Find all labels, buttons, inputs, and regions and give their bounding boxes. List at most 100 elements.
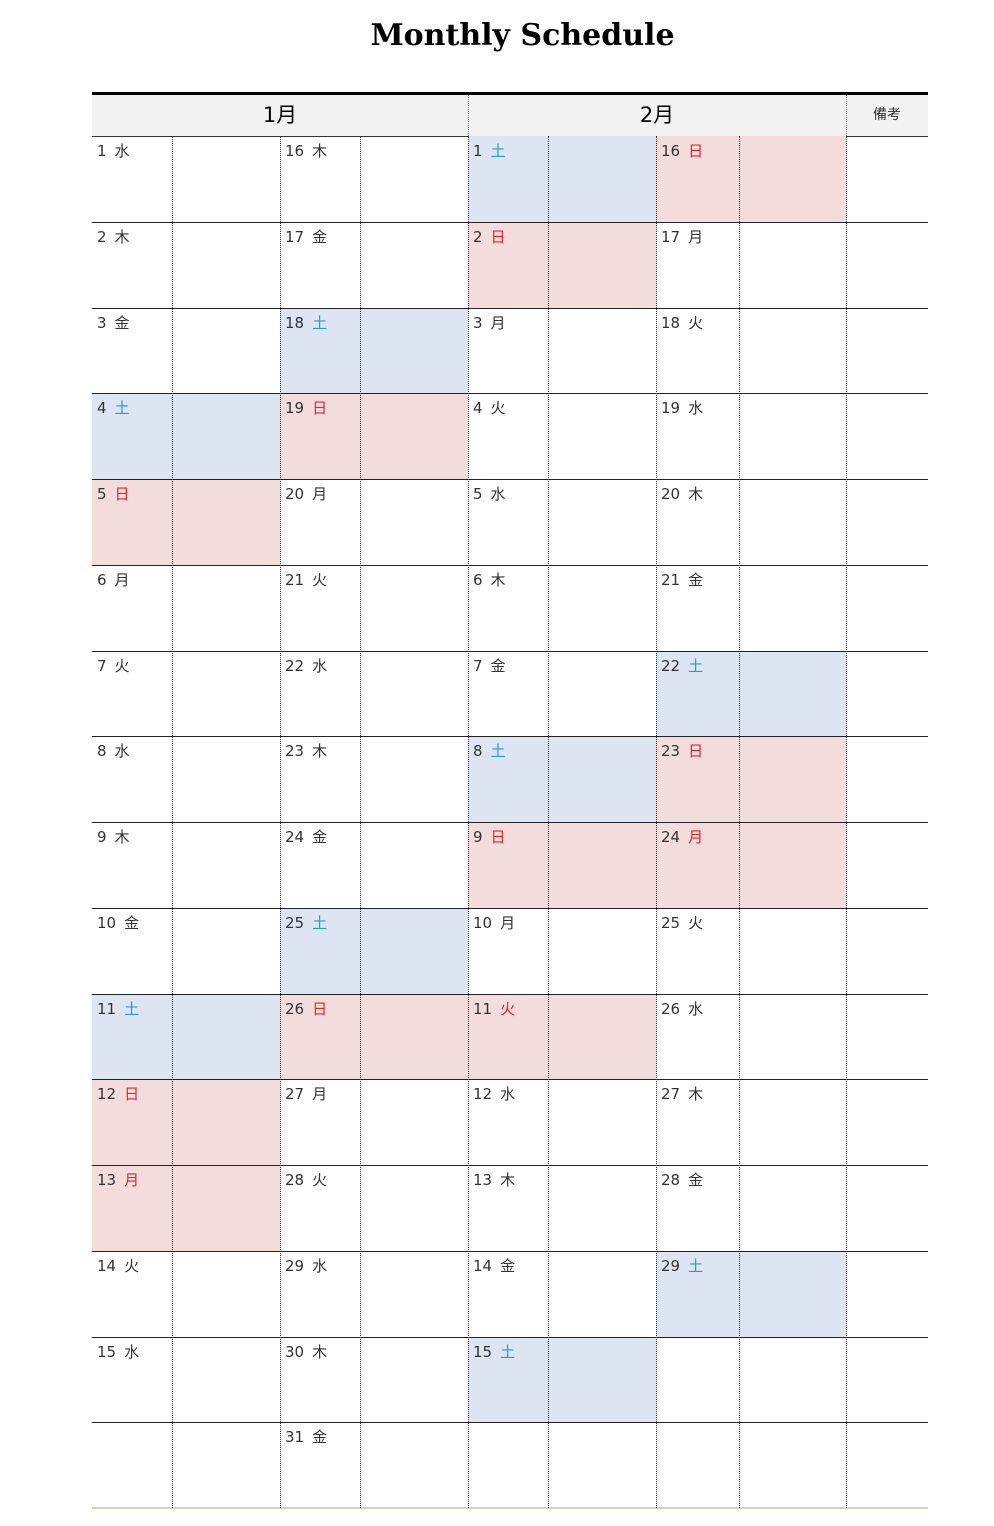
day-number: 17 bbox=[285, 227, 305, 246]
day-label: 10 月 bbox=[473, 912, 515, 933]
day-cell[interactable]: 10 月 bbox=[468, 908, 656, 994]
day-cell[interactable]: 17 月 bbox=[656, 222, 846, 308]
day-cell[interactable]: 20 月 bbox=[280, 479, 468, 565]
day-number: 30 bbox=[285, 1342, 305, 1361]
day-label: 31 金 bbox=[285, 1426, 327, 1447]
day-number: 17 bbox=[661, 227, 681, 246]
day-number: 28 bbox=[661, 1171, 681, 1189]
day-label: 12 日 bbox=[97, 1083, 139, 1104]
weekday-label: 木 bbox=[312, 742, 328, 761]
day-cell[interactable]: 11 火 bbox=[468, 993, 656, 1080]
day-label: 13 月 bbox=[97, 1169, 139, 1190]
weekday-label: 火 bbox=[114, 656, 130, 675]
day-label: 29 土 bbox=[661, 1255, 703, 1276]
weekday-label: 水 bbox=[312, 1256, 328, 1275]
day-cell[interactable]: 23 日 bbox=[656, 736, 846, 822]
day-number: 27 bbox=[285, 1085, 305, 1104]
day-cell[interactable]: 28 金 bbox=[656, 1165, 846, 1251]
day-cell[interactable]: 31 金 bbox=[280, 1422, 468, 1508]
day-number: 22 bbox=[661, 656, 681, 675]
day-cell[interactable]: 22 水 bbox=[280, 651, 468, 737]
day-cell[interactable]: 12 日 bbox=[92, 1079, 280, 1165]
day-label: 12 水 bbox=[473, 1083, 515, 1104]
day-cell[interactable]: 12 水 bbox=[468, 1079, 656, 1165]
day-cell[interactable]: 13 月 bbox=[92, 1165, 280, 1251]
day-cell[interactable]: 18 火 bbox=[656, 308, 846, 394]
day-label: 27 木 bbox=[661, 1083, 703, 1104]
day-cell[interactable]: 21 火 bbox=[280, 565, 468, 651]
weekday-label: 土 bbox=[490, 742, 506, 761]
day-cell[interactable]: 11 土 bbox=[92, 993, 280, 1080]
day-cell[interactable]: 19 水 bbox=[656, 393, 846, 479]
day-cell[interactable]: 14 金 bbox=[468, 1251, 656, 1337]
day-cell[interactable]: 28 火 bbox=[280, 1165, 468, 1251]
day-cell[interactable]: 25 土 bbox=[280, 907, 468, 994]
day-cell[interactable]: 14 火 bbox=[92, 1251, 280, 1337]
day-cell[interactable]: 16 日 bbox=[656, 136, 846, 222]
day-cell[interactable]: 29 土 bbox=[656, 1250, 846, 1337]
day-cell[interactable]: 26 水 bbox=[656, 994, 846, 1080]
day-number: 29 bbox=[285, 1256, 305, 1275]
day-number: 18 bbox=[661, 313, 681, 332]
day-cell[interactable]: 22 土 bbox=[656, 650, 846, 737]
weekday-label: 金 bbox=[312, 1428, 328, 1447]
day-cell[interactable]: 24 月 bbox=[656, 822, 846, 908]
day-cell[interactable]: 19 日 bbox=[280, 393, 468, 479]
day-number: 4 bbox=[473, 399, 483, 418]
weekday-label: 金 bbox=[124, 913, 140, 932]
day-number: 2 bbox=[473, 227, 483, 246]
day-label: 19 水 bbox=[661, 397, 703, 418]
day-cell[interactable]: 26 日 bbox=[280, 993, 468, 1080]
column-divider bbox=[739, 136, 740, 1508]
day-number: 18 bbox=[285, 313, 305, 332]
day-cell[interactable]: 10 金 bbox=[92, 908, 280, 994]
day-number: 21 bbox=[661, 570, 681, 589]
row-divider bbox=[92, 393, 928, 395]
day-cell[interactable]: 30 木 bbox=[280, 1337, 468, 1423]
column-divider bbox=[846, 136, 847, 1508]
weekday-label: 日 bbox=[688, 742, 704, 761]
day-cell[interactable]: 21 金 bbox=[656, 565, 846, 651]
day-cell[interactable]: 13 木 bbox=[468, 1165, 656, 1251]
day-number: 6 bbox=[473, 570, 483, 589]
day-cell[interactable]: 16 木 bbox=[280, 136, 468, 222]
day-cell[interactable]: 27 月 bbox=[280, 1079, 468, 1165]
day-cell[interactable]: 20 木 bbox=[656, 479, 846, 565]
day-cell[interactable]: 18 土 bbox=[280, 307, 468, 394]
day-cell[interactable]: 25 火 bbox=[656, 908, 846, 994]
day-cell[interactable]: 15 土 bbox=[468, 1336, 656, 1423]
day-cell[interactable]: 29 水 bbox=[280, 1251, 468, 1337]
weekday-label: 火 bbox=[312, 1171, 328, 1189]
day-cell[interactable]: 23 木 bbox=[280, 736, 468, 822]
column-divider bbox=[280, 136, 281, 1508]
weekday-label: 月 bbox=[490, 313, 506, 332]
day-cell[interactable]: 15 水 bbox=[92, 1337, 280, 1423]
notes-header: 備考 bbox=[873, 107, 901, 123]
weekday-label: 土 bbox=[500, 1342, 516, 1361]
weekday-label: 水 bbox=[124, 1342, 140, 1361]
day-cell[interactable]: 17 金 bbox=[280, 222, 468, 308]
day-cell[interactable]: 27 木 bbox=[656, 1079, 846, 1165]
day-cell[interactable]: 24 金 bbox=[280, 822, 468, 908]
day-number: 22 bbox=[285, 656, 305, 675]
